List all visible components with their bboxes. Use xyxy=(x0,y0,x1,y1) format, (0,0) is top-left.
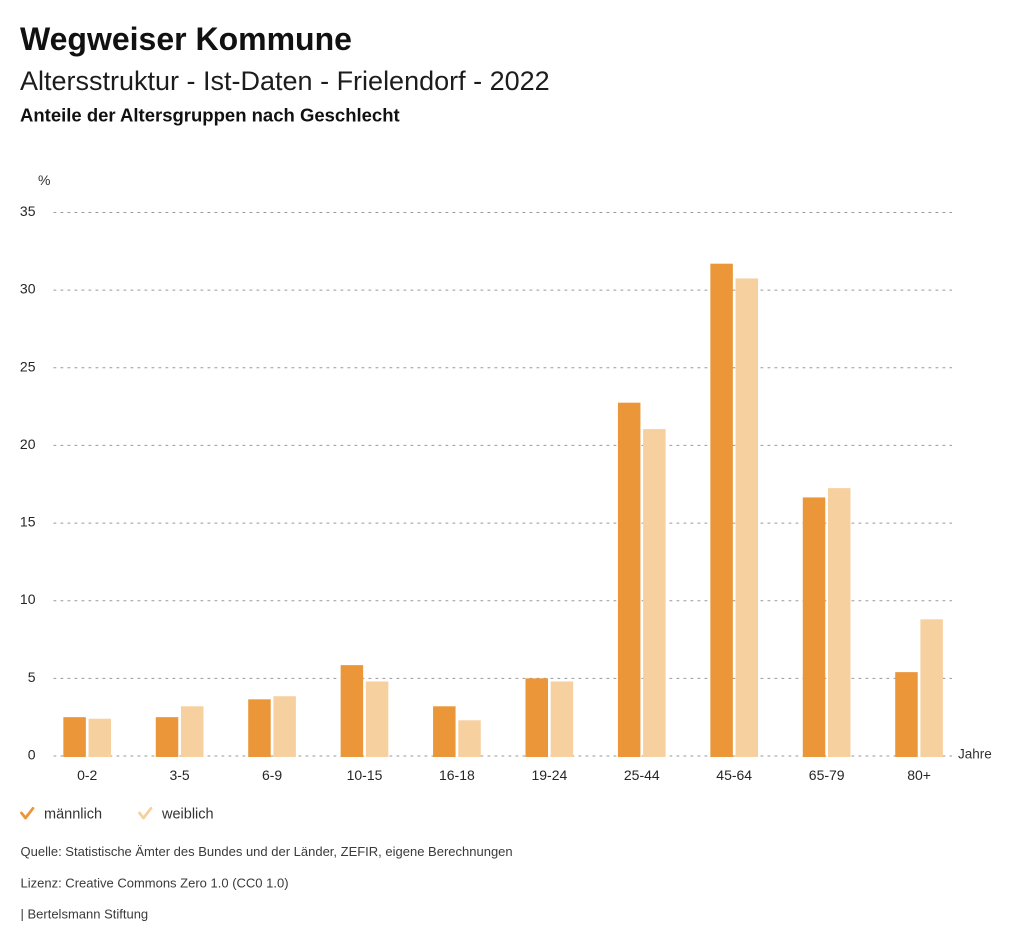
svg-text:65-79: 65-79 xyxy=(809,767,845,783)
svg-text:6-9: 6-9 xyxy=(262,767,282,783)
svg-text:35: 35 xyxy=(20,203,36,219)
svg-text:Wegweiser Kommune: Wegweiser Kommune xyxy=(20,21,352,57)
svg-text:10: 10 xyxy=(20,591,36,607)
svg-text:%: % xyxy=(38,172,50,188)
svg-text:0: 0 xyxy=(28,747,36,763)
svg-text:15: 15 xyxy=(20,514,36,530)
svg-text:weiblich: weiblich xyxy=(161,807,214,823)
svg-text:Anteile der Altersgruppen nach: Anteile der Altersgruppen nach Geschlech… xyxy=(20,105,400,126)
svg-text:16-18: 16-18 xyxy=(439,767,475,783)
svg-text:30: 30 xyxy=(20,281,36,297)
svg-text:3-5: 3-5 xyxy=(169,767,189,783)
svg-text:25-44: 25-44 xyxy=(624,767,660,783)
svg-text:5: 5 xyxy=(28,669,36,685)
svg-text:10-15: 10-15 xyxy=(347,767,383,783)
svg-text:männlich: männlich xyxy=(44,807,102,823)
svg-text:Jahre: Jahre xyxy=(958,747,992,762)
svg-text:| Bertelsmann Stiftung: | Bertelsmann Stiftung xyxy=(21,906,149,921)
svg-text:Lizenz: Creative Commons Zero: Lizenz: Creative Commons Zero 1.0 (CC0 1… xyxy=(21,875,289,890)
svg-text:25: 25 xyxy=(20,358,36,374)
svg-text:45-64: 45-64 xyxy=(716,767,752,783)
svg-text:Quelle: Statistische Ämter des: Quelle: Statistische Ämter des Bundes un… xyxy=(21,844,513,859)
svg-text:19-24: 19-24 xyxy=(531,767,567,783)
svg-text:0-2: 0-2 xyxy=(77,767,97,783)
svg-text:Altersstruktur - Ist-Daten - F: Altersstruktur - Ist-Daten - Frielendorf… xyxy=(20,66,550,96)
svg-text:20: 20 xyxy=(20,436,36,452)
svg-text:80+: 80+ xyxy=(907,767,931,783)
